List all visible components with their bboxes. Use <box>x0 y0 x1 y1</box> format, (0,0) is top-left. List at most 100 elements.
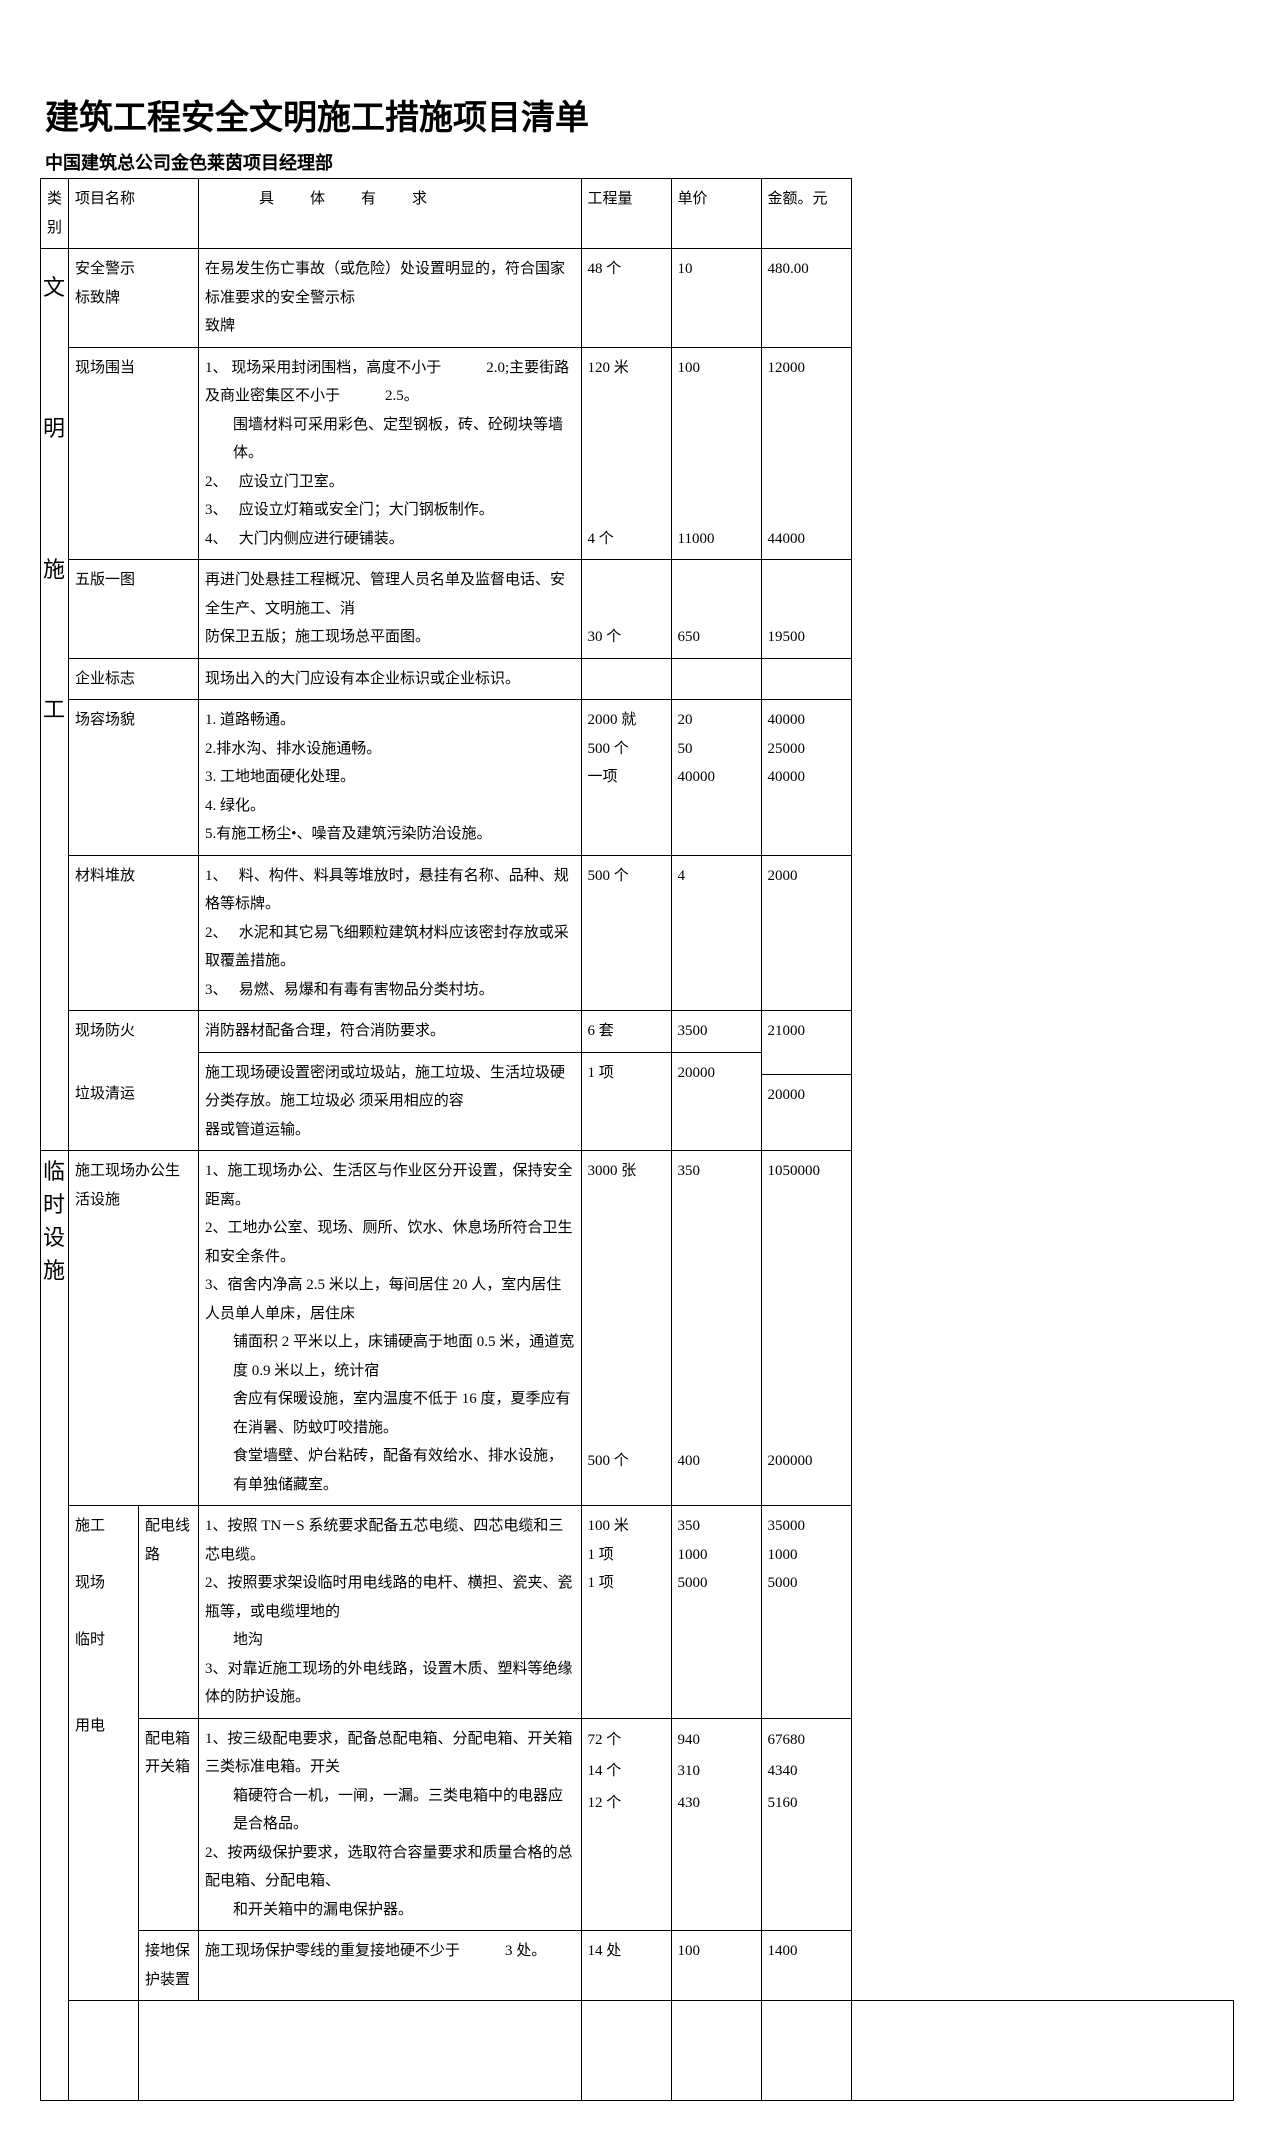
cell-name: 安全警示 标致牌 <box>69 249 199 348</box>
cell-name: 企业标志 <box>69 658 199 700</box>
txt: 1、按三级配电要求，配备总配电箱、分配电箱、开关箱三类标准电箱。开关 <box>205 1731 573 1776</box>
cell-qty: 4 个 <box>581 453 671 559</box>
cell-price: 3500 <box>671 1011 761 1053</box>
cell-amt: 1400 <box>761 1931 851 2001</box>
cell-name1: 施工 现场 临时 用电 <box>69 1506 139 2001</box>
cell-req: 再进门处悬挂工程概况、管理人员名单及监督电话、安全生产、文明施工、消 防保卫五版… <box>199 560 581 659</box>
hdr-qty: 工程量 <box>581 179 671 249</box>
cell-name2: 接地保 护装置 <box>139 1931 199 2001</box>
cell-req: 1、 现场采用封闭围档，高度不小于 2.0;主要街路及商业密集区不小于 2.5。… <box>199 347 581 560</box>
cell-price: 650 <box>671 560 761 659</box>
cell-qty <box>581 658 671 700</box>
txt: 围墙材料可采用彩色、定型钢板，砖、砼砌块等墙体。 <box>205 411 574 468</box>
hdr-name: 项目名称 <box>69 179 199 249</box>
cell-req: 1、按三级配电要求，配备总配电箱、分配电箱、开关箱三类标准电箱。开关 箱硬符合一… <box>199 1718 581 1931</box>
cell-amt: 2000 <box>761 855 851 1011</box>
cell-name-empty <box>69 1052 199 1074</box>
document-title: 建筑工程安全文明施工措施项目清单 <box>45 90 1234 139</box>
cell-name: 施工现场办公生 活设施 <box>69 1151 199 1506</box>
table-row: 施工 现场 临时 用电 配电线 路 1、按照 TN－S 系统要求配备五芯电缆、四… <box>41 1506 1234 1719</box>
cell-req: 施工现场保护零线的重复接地硬不少于 3 处。 <box>199 1931 581 2001</box>
txt: 1、施工现场办公、生活区与作业区分开设置，保持安全距离。 2、工地办公室、现场、… <box>205 1163 573 1322</box>
cell-empty <box>851 2001 1234 2101</box>
cell-amt: 12000 <box>761 347 851 453</box>
table-row: 五版一图 再进门处悬挂工程概况、管理人员名单及监督电话、安全生产、文明施工、消 … <box>41 560 1234 659</box>
table-row: 配电箱 开关箱 1、按三级配电要求，配备总配电箱、分配电箱、开关箱三类标准电箱。… <box>41 1718 1234 1931</box>
txt: 和开关箱中的漏电保护器。 <box>205 1896 574 1925</box>
cell-amt <box>761 658 851 700</box>
cell-req: 消防器材配备合理，符合消防要求。 <box>199 1011 581 1053</box>
cell-name: 五版一图 <box>69 560 199 659</box>
cell-qty: 72 个 14 个 12 个 <box>581 1718 671 1931</box>
category-wenming: 文 明 施 工 <box>41 249 69 1151</box>
txt: 箱硬符合一机，一闸，一漏。三类电箱中的电器应是合格品。 <box>205 1782 574 1839</box>
cell-qty: 100 米 1 项 1 项 <box>581 1506 671 1719</box>
table-row: 企业标志 现场出入的大门应设有本企业标识或企业标识。 <box>41 658 1234 700</box>
hdr-amount: 金额。元 <box>761 179 851 249</box>
cell-empty <box>139 2001 582 2101</box>
cell-qty: 3000 张 <box>581 1151 671 1288</box>
cell-amt: 480.00 <box>761 249 851 348</box>
cell-amt: 21000 <box>761 1011 851 1075</box>
cell-price: 4 <box>671 855 761 1011</box>
cell-qty: 14 处 <box>581 1931 671 2001</box>
category-linshi: 临时设施 <box>41 1151 69 2101</box>
cell-price <box>671 658 761 700</box>
cell-name2: 配电线 路 <box>139 1506 199 1719</box>
cell-name: 场容场貌 <box>69 700 199 856</box>
cell-req: 施工现场硬设置密闭或垃圾站，施工垃圾、生活垃圾硬分类存放。施工垃圾必 须采用相应… <box>199 1052 581 1151</box>
cell-amt: 67680 4340 5160 <box>761 1718 851 1931</box>
txt: 2、按两级保护要求，选取符合容量要求和质量合格的总配电箱、分配电箱、 <box>205 1845 573 1890</box>
table-row-empty <box>41 2001 1234 2101</box>
cell-qty: 6 套 <box>581 1011 671 1053</box>
txt: 1、按照 TN－S 系统要求配备五芯电缆、四芯电缆和三芯电缆。 2、按照要求架设… <box>205 1518 573 1620</box>
hdr-price: 单价 <box>671 179 761 249</box>
cell-price: 940 310 430 <box>671 1718 761 1931</box>
cell-qty: 500 个 <box>581 1288 671 1506</box>
cell-name: 材料堆放 <box>69 855 199 1011</box>
cell-name2: 配电箱 开关箱 <box>139 1718 199 1931</box>
txt: 1、 现场采用封闭围档，高度不小于 2.0;主要街路及商业密集区不小于 2.5。 <box>205 360 569 405</box>
cell-name: 现场防火 <box>69 1011 199 1053</box>
txt: 3、 应设立灯箱或安全门；大门钢板制作。 <box>205 502 494 518</box>
cell-req: 现场出入的大门应设有本企业标识或企业标识。 <box>199 658 581 700</box>
table-row: 施工现场硬设置密闭或垃圾站，施工垃圾、生活垃圾硬分类存放。施工垃圾必 须采用相应… <box>41 1052 1234 1074</box>
txt: 2、 应设立门卫室。 <box>205 474 344 490</box>
cell-price: 350 1000 5000 <box>671 1506 761 1719</box>
cell-qty: 500 个 <box>581 855 671 1011</box>
table-row: 文 明 施 工 安全警示 标致牌 在易发生伤亡事故（或危险）处设置明显的，符合国… <box>41 249 1234 348</box>
cell-name: 垃圾清运 <box>69 1074 199 1150</box>
cell-req: 1. 道路畅通。 2.排水沟、排水设施通畅。 3. 工地地面硬化处理。 4. 绿… <box>199 700 581 856</box>
cell-price: 20 50 40000 <box>671 700 761 856</box>
cell-req: 1、施工现场办公、生活区与作业区分开设置，保持安全距离。 2、工地办公室、现场、… <box>199 1151 581 1506</box>
cell-price: 350 <box>671 1151 761 1288</box>
cell-qty: 120 米 <box>581 347 671 453</box>
cell-amt: 20000 <box>761 1074 851 1150</box>
cell-empty <box>761 2001 851 2101</box>
txt: 3、对靠近施工现场的外电线路，设置木质、塑料等绝缘体的防护设施。 <box>205 1661 573 1706</box>
cell-qty: 30 个 <box>581 560 671 659</box>
txt: 4、 大门内侧应进行硬铺装。 <box>205 531 404 547</box>
hdr-req: 具体有求 <box>199 179 581 249</box>
cell-price: 20000 <box>671 1052 761 1151</box>
cell-amt: 200000 <box>761 1288 851 1506</box>
cell-req: 1、按照 TN－S 系统要求配备五芯电缆、四芯电缆和三芯电缆。 2、按照要求架设… <box>199 1506 581 1719</box>
main-table: 类别 项目名称 具体有求 工程量 单价 金额。元 文 明 施 工 安全警示 标致… <box>40 178 1234 2101</box>
cell-qty: 1 项 <box>581 1052 671 1151</box>
cell-req: 1、 料、构件、料具等堆放时，悬挂有名称、品种、规格等标牌。 2、 水泥和其它易… <box>199 855 581 1011</box>
table-row: 场容场貌 1. 道路畅通。 2.排水沟、排水设施通畅。 3. 工地地面硬化处理。… <box>41 700 1234 856</box>
table-row: 现场围当 1、 现场采用封闭围档，高度不小于 2.0;主要街路及商业密集区不小于… <box>41 347 1234 453</box>
txt: 地沟 <box>205 1626 574 1655</box>
cell-name: 现场围当 <box>69 347 199 560</box>
cell-amt: 44000 <box>761 453 851 559</box>
cell-amt: 19500 <box>761 560 851 659</box>
cell-price: 400 <box>671 1288 761 1506</box>
table-row: 临时设施 施工现场办公生 活设施 1、施工现场办公、生活区与作业区分开设置，保持… <box>41 1151 1234 1288</box>
cell-req: 在易发生伤亡事故（或危险）处设置明显的，符合国家标准要求的安全警示标 致牌 <box>199 249 581 348</box>
cell-price: 11000 <box>671 453 761 559</box>
cell-price: 10 <box>671 249 761 348</box>
cell-price: 100 <box>671 1931 761 2001</box>
cell-price: 100 <box>671 347 761 453</box>
cell-qty: 48 个 <box>581 249 671 348</box>
table-row: 现场防火 消防器材配备合理，符合消防要求。 6 套 3500 21000 <box>41 1011 1234 1053</box>
